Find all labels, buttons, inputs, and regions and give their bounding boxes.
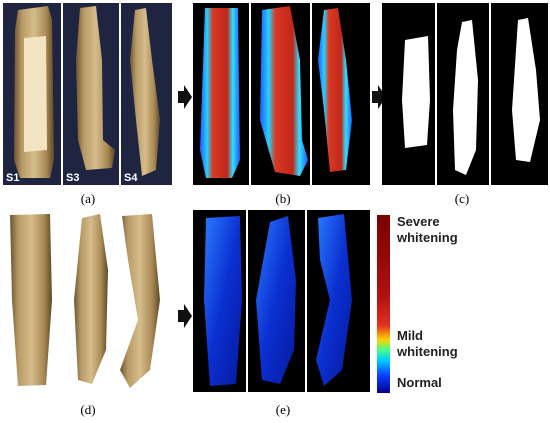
caption: (c) bbox=[455, 191, 469, 206]
arrow bbox=[178, 85, 192, 109]
colorbar-label: whitening bbox=[396, 230, 458, 245]
colorbar-label: whitening bbox=[396, 344, 458, 359]
colorbar-label: Severe bbox=[397, 214, 440, 229]
colorbar bbox=[377, 215, 390, 393]
caption: (b) bbox=[275, 191, 290, 206]
panel-a: S1 S3 S4 bbox=[3, 3, 172, 185]
arrow bbox=[372, 85, 386, 109]
caption: (d) bbox=[80, 402, 95, 417]
sample-label: S1 bbox=[6, 172, 19, 184]
colorbar-label: Mild bbox=[397, 328, 423, 343]
sample-label: S4 bbox=[124, 172, 138, 184]
caption: (a) bbox=[81, 191, 95, 206]
panel-c bbox=[382, 3, 548, 185]
panel-e bbox=[193, 210, 370, 392]
panel-d bbox=[3, 210, 172, 392]
arrow bbox=[178, 304, 192, 328]
colorbar-label: Normal bbox=[397, 375, 442, 390]
sample-label: S3 bbox=[66, 172, 79, 184]
panel-b bbox=[193, 3, 370, 185]
caption: (e) bbox=[276, 402, 290, 417]
